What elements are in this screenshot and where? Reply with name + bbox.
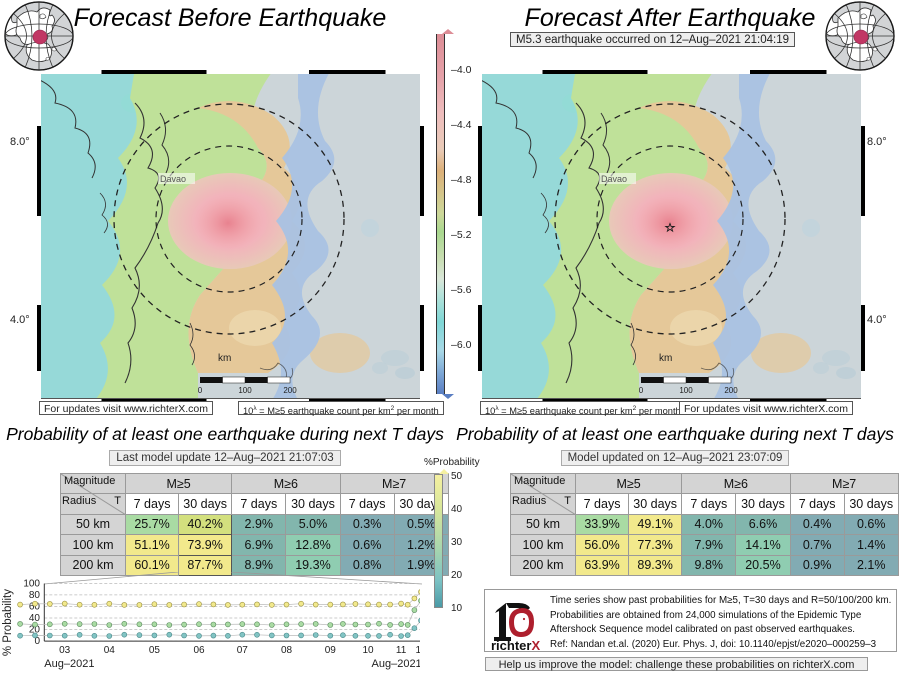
svg-text:09: 09 bbox=[325, 645, 337, 656]
svg-text:80: 80 bbox=[29, 590, 41, 601]
svg-text:04: 04 bbox=[104, 645, 116, 656]
svg-text:12: 12 bbox=[415, 645, 420, 656]
svg-text:06: 06 bbox=[193, 645, 205, 656]
svg-text:200: 200 bbox=[283, 386, 297, 395]
svg-text:200: 200 bbox=[724, 386, 738, 395]
svg-text:Aug–2021: Aug–2021 bbox=[372, 658, 420, 670]
svg-text:Davao: Davao bbox=[601, 174, 627, 184]
svg-text:0: 0 bbox=[198, 386, 203, 395]
svg-text:08: 08 bbox=[281, 645, 293, 656]
svg-text:km: km bbox=[659, 353, 672, 364]
svg-text:10: 10 bbox=[362, 645, 374, 656]
svg-text:Davao: Davao bbox=[160, 174, 186, 184]
svg-text:100: 100 bbox=[238, 386, 252, 395]
svg-text:03: 03 bbox=[59, 645, 71, 656]
svg-text:07: 07 bbox=[237, 645, 249, 656]
svg-text:11: 11 bbox=[396, 645, 407, 656]
svg-text:richterX: richterX bbox=[491, 638, 540, 650]
svg-text:0: 0 bbox=[639, 386, 644, 395]
svg-text:05: 05 bbox=[149, 645, 161, 656]
svg-text:100: 100 bbox=[23, 579, 40, 590]
svg-text:km: km bbox=[218, 353, 231, 364]
svg-text:100: 100 bbox=[679, 386, 693, 395]
svg-text:Aug–2021: Aug–2021 bbox=[44, 658, 94, 670]
